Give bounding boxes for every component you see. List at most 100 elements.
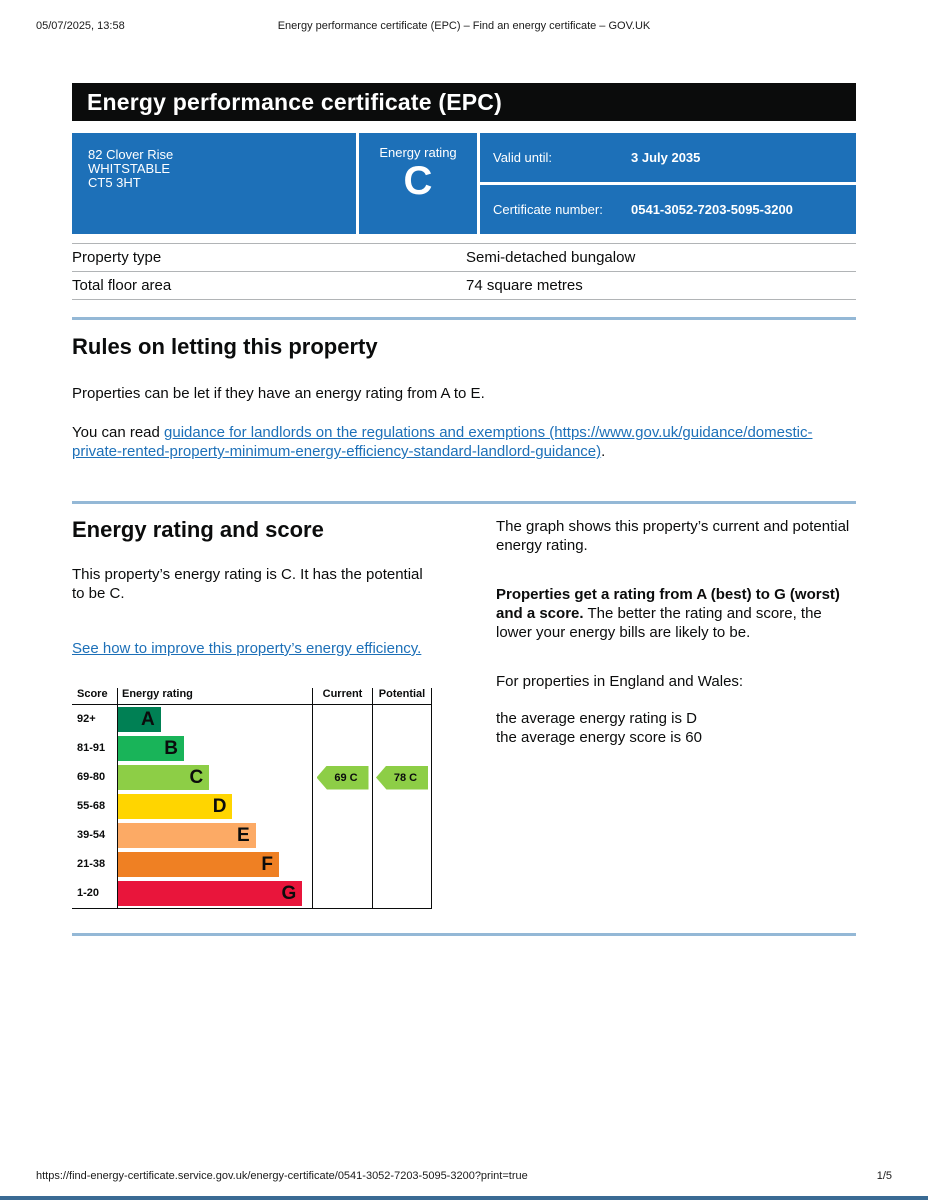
rating-bar: D xyxy=(118,794,233,819)
letting-rules-heading: Rules on letting this property xyxy=(72,334,378,359)
band-score: 92+ xyxy=(72,705,118,734)
band-score: 81-91 xyxy=(72,734,118,763)
epc-band-row: 39-54 E xyxy=(72,821,432,850)
print-datetime: 05/07/2025, 13:58 xyxy=(36,20,125,32)
improve-efficiency-link[interactable]: See how to improve this property’s energ… xyxy=(72,640,422,657)
current-cell: 69 C xyxy=(312,763,372,792)
print-footer: https://find-energy-certificate.service.… xyxy=(0,1170,928,1184)
band-score: 55-68 xyxy=(72,792,118,821)
window-bottom-edge xyxy=(0,1196,928,1200)
band-score: 69-80 xyxy=(72,763,118,792)
energy-rating-panel: Energy rating C xyxy=(356,133,477,234)
band-letter: F xyxy=(261,853,274,875)
epc-band-row: 69-80 C 69 C 78 C xyxy=(72,763,432,792)
print-footer-url: https://find-energy-certificate.service.… xyxy=(36,1170,528,1182)
epc-band-row: 21-38 F xyxy=(72,850,432,879)
current-rating-arrow: 69 C xyxy=(316,765,369,790)
certificate-number-value: 0541-3052-7203-5095-3200 xyxy=(631,202,793,217)
floor-area-value: 74 square metres xyxy=(466,277,583,294)
table-row: Property type Semi-detached bungalow xyxy=(72,243,856,271)
certificate-content: Energy performance certificate (EPC) 82 … xyxy=(72,83,856,936)
rating-bar: A xyxy=(118,707,161,732)
page-number: 1/5 xyxy=(876,1170,892,1182)
floor-area-label: Total floor area xyxy=(72,277,172,294)
england-wales-paragraph: For properties in England and Wales: xyxy=(496,673,744,690)
current-cell xyxy=(312,850,372,879)
potential-cell xyxy=(372,734,432,763)
certificate-number-label: Certificate number: xyxy=(493,202,603,217)
print-header: 05/07/2025, 13:58 Energy performance cer… xyxy=(0,20,928,34)
letting-rules-paragraph: Properties can be let if they have an en… xyxy=(72,385,485,402)
epc-band-row: 92+ A xyxy=(72,705,432,734)
epc-rating-chart: Score Energy rating Current Potential 92… xyxy=(72,688,432,909)
average-rating-line: the average energy rating is D xyxy=(496,710,697,727)
rating-section: Energy rating and score This property’s … xyxy=(72,517,856,909)
certificate-number-row: Certificate number: 0541-3052-7203-5095-… xyxy=(480,182,856,234)
certificate-summary-box: 82 Clover Rise WHITSTABLE CT5 3HT Energy… xyxy=(72,133,856,234)
band-bar-cell: D xyxy=(118,792,312,821)
rating-column-header: Energy rating xyxy=(122,688,193,700)
landlord-guidance-link[interactable]: guidance for landlords on the regulation… xyxy=(72,424,813,460)
potential-cell xyxy=(372,879,432,908)
potential-cell xyxy=(372,792,432,821)
current-cell xyxy=(312,879,372,908)
band-bar-cell: F xyxy=(118,850,312,879)
potential-cell xyxy=(372,821,432,850)
rating-explanation-rest: The better the rating and score, the low… xyxy=(496,605,822,641)
band-score: 21-38 xyxy=(72,850,118,879)
epc-band-row: 1-20 G xyxy=(72,879,432,908)
current-cell xyxy=(312,734,372,763)
rating-left-column: Energy rating and score This property’s … xyxy=(72,517,439,909)
section-divider xyxy=(72,501,856,504)
letting-guidance-paragraph: You can read guidance for landlords on t… xyxy=(72,423,856,461)
rating-bar: E xyxy=(118,823,256,848)
valid-until-value: 3 July 2035 xyxy=(631,150,701,165)
letting-rules-section: Rules on letting this property Propertie… xyxy=(72,334,856,461)
potential-cell: 78 C xyxy=(372,763,432,792)
band-letter: G xyxy=(281,882,297,904)
rating-explanation-bold: Properties get a rating from A (best) to… xyxy=(496,586,840,622)
band-bar-cell: A xyxy=(118,705,312,734)
rating-bar: B xyxy=(118,736,184,761)
potential-rating-arrow: 78 C xyxy=(376,765,428,790)
graph-intro-paragraph: The graph shows this property’s current … xyxy=(496,518,850,554)
band-letter: A xyxy=(140,708,155,730)
epc-banner: Energy performance certificate (EPC) xyxy=(72,83,856,121)
valid-until-label: Valid until: xyxy=(493,150,553,165)
property-details-table: Property type Semi-detached bungalow Tot… xyxy=(72,243,856,300)
score-column-header: Score xyxy=(72,688,118,704)
rating-description: This property’s energy rating is C. It h… xyxy=(72,566,423,602)
energy-rating-value: C xyxy=(403,159,433,203)
rating-bar: C xyxy=(118,765,210,790)
band-bar-cell: C xyxy=(118,763,312,792)
epc-band-row: 81-91 B xyxy=(72,734,432,763)
guidance-suffix: . xyxy=(601,443,606,460)
property-address: 82 Clover Rise WHITSTABLE CT5 3HT xyxy=(72,133,356,234)
band-letter: E xyxy=(237,824,250,846)
property-type-label: Property type xyxy=(72,249,162,266)
average-score-line: the average energy score is 60 xyxy=(496,729,702,746)
band-letter: B xyxy=(164,737,178,759)
current-cell xyxy=(312,792,372,821)
guidance-prefix: You can read xyxy=(72,424,165,441)
valid-until-row: Valid until: 3 July 2035 xyxy=(480,133,856,182)
rating-heading: Energy rating and score xyxy=(72,517,324,542)
property-type-value: Semi-detached bungalow xyxy=(466,249,636,266)
epc-banner-title: Energy performance certificate (EPC) xyxy=(87,88,502,115)
band-bar-cell: B xyxy=(118,734,312,763)
epc-band-row: 55-68 D xyxy=(72,792,432,821)
rating-right-column: The graph shows this property’s current … xyxy=(496,517,856,909)
potential-cell xyxy=(372,705,432,734)
epc-chart-header: Score Energy rating Current Potential xyxy=(72,688,432,705)
rating-bar: G xyxy=(118,881,303,906)
potential-cell xyxy=(372,850,432,879)
current-cell xyxy=(312,705,372,734)
band-bar-cell: E xyxy=(118,821,312,850)
band-bar-cell: G xyxy=(118,879,312,908)
current-cell xyxy=(312,821,372,850)
rating-explanation-paragraph: Properties get a rating from A (best) to… xyxy=(496,585,856,642)
address-line-1: 82 Clover Rise xyxy=(88,147,174,162)
current-column-header: Current xyxy=(312,688,372,704)
energy-rating-label: Energy rating xyxy=(379,145,457,160)
